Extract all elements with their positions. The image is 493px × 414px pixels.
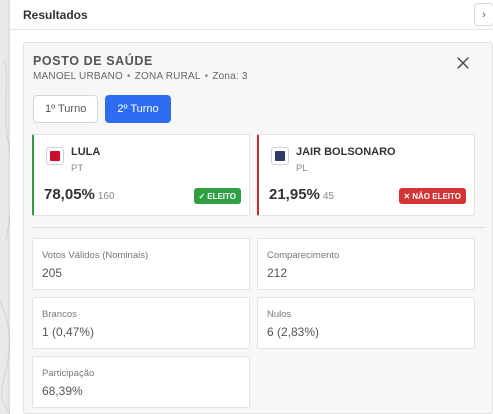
stat-participation: Participação 68,39% [32, 356, 250, 408]
party-color-swatch [46, 147, 64, 165]
candidate-name: JAIR BOLSONARO [296, 146, 396, 158]
separator-dot: • [204, 71, 209, 82]
stat-value: 6 (2,83%) [267, 325, 320, 339]
location-zone-type: ZONA RURAL [134, 71, 201, 82]
stat-label: Nulos [267, 309, 292, 320]
stat-valid-votes: Votos Válidos (Nominais) 205 [32, 238, 250, 290]
check-icon: ✓ [198, 191, 206, 201]
candidate-votes: 45 [322, 191, 334, 202]
separator-dot: • [127, 71, 131, 82]
panel-title: Resultados [23, 7, 88, 22]
location-name: POSTO DE SAÚDE [33, 54, 153, 68]
location-zone: Zona: 3 [212, 71, 248, 82]
stat-null-votes: Nulos 6 (2,83%) [257, 297, 475, 349]
stat-value: 68,39% [42, 384, 83, 398]
x-icon: ✕ [403, 191, 411, 201]
stat-value: 205 [42, 266, 63, 280]
candidate-party: PL [296, 163, 308, 174]
candidate-card-bolsonaro: JAIR BOLSONARO PL 21,95% 45 ✕ NÃO ELEITO [257, 134, 475, 216]
collapse-panel-button[interactable]: › [474, 3, 493, 26]
stat-value: 212 [267, 266, 288, 280]
candidate-percent-value: 21,95% [269, 186, 320, 203]
stat-label: Comparecimento [267, 250, 340, 261]
divider [32, 227, 485, 228]
candidate-name: LULA [71, 146, 101, 158]
status-label: ELEITO [207, 191, 236, 201]
stat-label: Brancos [42, 309, 77, 320]
candidate-percent-value: 78,05% [44, 186, 95, 203]
candidate-votes: 160 [97, 191, 115, 202]
stat-label: Votos Válidos (Nominais) [42, 250, 149, 261]
candidate-percent: 21,95% 45 [269, 186, 334, 203]
tab-second-round[interactable]: 2º Turno [105, 95, 171, 123]
stat-turnout: Comparecimento 212 [257, 238, 475, 290]
candidate-percent: 78,05% 160 [44, 186, 115, 203]
round-tabs: 1º Turno 2º Turno [33, 95, 171, 123]
location-results-card: POSTO DE SAÚDE MANOEL URBANO • ZONA RURA… [23, 42, 493, 414]
tab-first-round[interactable]: 1º Turno [33, 95, 99, 123]
panel-header: Resultados [10, 0, 493, 30]
party-color-swatch [271, 147, 289, 165]
stat-label: Participação [42, 368, 95, 379]
location-city: MANOEL URBANO [33, 71, 124, 82]
close-icon[interactable] [456, 56, 470, 70]
stat-blank-votes: Brancos 1 (0,47%) [32, 297, 250, 349]
stat-value: 1 (0,47%) [42, 325, 95, 339]
candidate-card-lula: LULA PT 78,05% 160 ✓ ELEITO [32, 134, 250, 216]
status-label: NÃO ELEITO [412, 191, 461, 201]
chevron-right-icon: › [482, 8, 486, 21]
location-details: MANOEL URBANO • ZONA RURAL • Zona: 3 [33, 71, 248, 82]
elected-badge: ✓ ELEITO [193, 188, 241, 204]
not-elected-badge: ✕ NÃO ELEITO [398, 188, 466, 204]
candidate-party: PT [71, 163, 84, 174]
results-panel: Resultados › POSTO DE SAÚDE MANOEL URBAN… [10, 0, 493, 414]
